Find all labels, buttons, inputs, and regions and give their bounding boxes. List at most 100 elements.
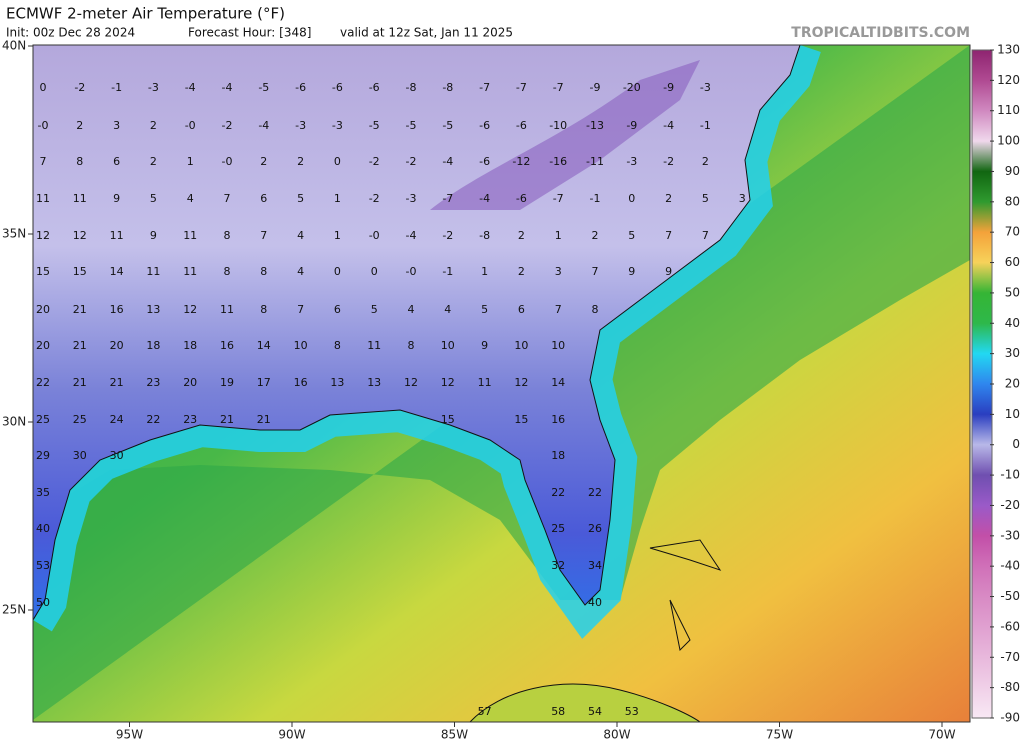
station-temp: 18: [183, 339, 197, 352]
station-temp: 3: [113, 119, 120, 132]
station-temp: 30: [73, 449, 87, 462]
station-temp: 34: [588, 559, 602, 572]
lat-label: 35N: [2, 227, 26, 241]
colorbar-label: 10: [1005, 407, 1020, 421]
station-temp: 17: [257, 376, 271, 389]
colorbar-label: 40: [1005, 316, 1020, 330]
station-temp: 13: [330, 376, 344, 389]
colorbar-label: 100: [997, 134, 1020, 148]
colorbar-label: -20: [1000, 498, 1020, 512]
station-temp: 2: [702, 155, 709, 168]
colorbar-label: 90: [1005, 164, 1020, 178]
colorbar-label: 130: [997, 43, 1020, 57]
station-temp: -6: [369, 81, 380, 94]
station-temp: 9: [150, 229, 157, 242]
lat-label: 40N: [2, 39, 26, 53]
station-temp: 12: [514, 376, 528, 389]
station-temp: 15: [514, 413, 528, 426]
lon-label: 75W: [766, 728, 793, 742]
station-temp: 20: [36, 339, 50, 352]
station-temp: 5: [702, 192, 709, 205]
station-temp: -5: [406, 119, 417, 132]
station-temp: 8: [334, 339, 341, 352]
station-temp: 12: [441, 376, 455, 389]
station-temp: 24: [110, 413, 124, 426]
station-temp: 4: [297, 229, 304, 242]
station-temp: 11: [110, 229, 124, 242]
init: Init: 00z Dec 28 2024: [6, 26, 135, 40]
station-temp: 8: [76, 155, 83, 168]
station-temp: 10: [441, 339, 455, 352]
station-temp: -2: [663, 155, 674, 168]
station-temp: 50: [36, 596, 50, 609]
station-temp: 7: [592, 265, 599, 278]
map-field: [33, 45, 970, 722]
station-temp: 11: [73, 192, 87, 205]
colorbar-label: -10: [1000, 468, 1020, 482]
colorbar-label: 80: [1005, 194, 1020, 208]
station-temp: -8: [442, 81, 453, 94]
station-temp: 2: [518, 265, 525, 278]
station-temp: 20: [110, 339, 124, 352]
station-temp: -7: [553, 81, 564, 94]
station-temp: 2: [592, 229, 599, 242]
station-temp: -0: [369, 229, 380, 242]
lon-label: 85W: [441, 728, 468, 742]
station-temp: 21: [257, 413, 271, 426]
colorbar: [971, 49, 993, 719]
station-temp: 22: [551, 486, 565, 499]
station-temp: -8: [406, 81, 417, 94]
station-temp: 1: [334, 192, 341, 205]
station-temp: 11: [478, 376, 492, 389]
station-temp: -4: [258, 119, 269, 132]
station-temp: 53: [625, 705, 639, 718]
station-temp: 4: [187, 192, 194, 205]
station-temp: 19: [220, 376, 234, 389]
station-temp: -6: [516, 119, 527, 132]
colorbar-label: 20: [1005, 377, 1020, 391]
station-temp: 0: [334, 155, 341, 168]
station-temp: 5: [371, 303, 378, 316]
forecast-hour: Forecast Hour: [348]: [188, 26, 311, 40]
station-temp: -9: [590, 81, 601, 94]
station-temp: 7: [224, 192, 231, 205]
station-temp: -6: [479, 119, 490, 132]
station-temp: -2: [442, 229, 453, 242]
station-temp: 3: [739, 192, 746, 205]
station-temp: 1: [187, 155, 194, 168]
station-temp: 6: [334, 303, 341, 316]
station-temp: -3: [332, 119, 343, 132]
station-temp: -5: [369, 119, 380, 132]
station-temp: 30: [110, 449, 124, 462]
station-temp: 2: [297, 155, 304, 168]
station-temp: 14: [551, 376, 565, 389]
station-temp: -2: [369, 155, 380, 168]
station-temp: 21: [110, 376, 124, 389]
lon-label: 70W: [928, 728, 955, 742]
station-temp: -2: [222, 119, 233, 132]
station-temp: -6: [516, 192, 527, 205]
station-temp: 8: [408, 339, 415, 352]
station-temp: -1: [111, 81, 122, 94]
station-temp: 18: [146, 339, 160, 352]
lat-label: 30N: [2, 415, 26, 429]
station-temp: 22: [146, 413, 160, 426]
station-temp: 5: [297, 192, 304, 205]
colorbar-label: 110: [997, 103, 1020, 117]
station-temp: 8: [224, 265, 231, 278]
station-temp: -4: [442, 155, 453, 168]
station-temp: 6: [260, 192, 267, 205]
lon-label: 80W: [603, 728, 630, 742]
colorbar-label: -90: [1000, 711, 1020, 725]
station-temp: -7: [516, 81, 527, 94]
colorbar-label: -30: [1000, 528, 1020, 542]
station-temp: 7: [555, 303, 562, 316]
station-temp: 10: [514, 339, 528, 352]
station-temp: -3: [295, 119, 306, 132]
station-temp: 12: [36, 229, 50, 242]
station-temp: 1: [555, 229, 562, 242]
station-temp: -2: [369, 192, 380, 205]
station-temp: 16: [551, 413, 565, 426]
station-temp: 12: [73, 229, 87, 242]
